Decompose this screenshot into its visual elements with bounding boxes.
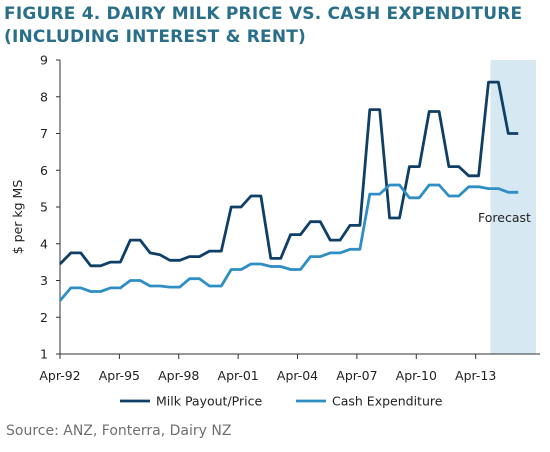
x-tick-label: Apr-10: [396, 368, 437, 383]
x-tick-label: Apr-95: [99, 368, 140, 383]
y-tick-label: 5: [40, 200, 48, 215]
y-tick-label: 2: [40, 310, 48, 325]
legend-item-cash-expenditure: Cash Expenditure: [332, 394, 443, 409]
y-tick-label: 4: [40, 236, 48, 251]
forecast-label: Forecast: [478, 210, 531, 225]
source-note: Source: ANZ, Fonterra, Dairy NZ: [6, 423, 232, 439]
x-tick-label: Apr-13: [455, 368, 496, 383]
y-axis-label: $ per kg MS: [10, 180, 25, 255]
y-tick-label: 1: [40, 347, 48, 362]
y-tick-label: 3: [40, 273, 48, 288]
y-tick-label: 8: [40, 89, 48, 104]
x-tick-label: Apr-98: [158, 368, 199, 383]
x-tick-label: Apr-07: [336, 368, 377, 383]
series-layer: [58, 80, 519, 302]
y-tick-label: 7: [40, 126, 48, 141]
x-tick-label: Apr-04: [277, 368, 318, 383]
series-line-milk-payout: [59, 80, 519, 268]
chart-title: FIGURE 4. DAIRY MILK PRICE VS. CASH EXPE…: [4, 4, 523, 47]
legend: Milk Payout/Price Cash Expenditure: [120, 394, 443, 409]
series-line-cash-expenditure: [58, 183, 519, 302]
y-tick-label: 9: [40, 53, 48, 68]
y-tick-label: 6: [40, 163, 48, 178]
chart-axes: 1 2 3 4 5 6 7 8 9 Apr-92 Apr-95 Apr-98 Apr-01 Apr-04 A…: [39, 53, 540, 383]
x-tick-label: Apr-01: [218, 368, 259, 383]
legend-item-milk-payout: Milk Payout/Price: [156, 394, 262, 409]
x-tick-label: Apr-92: [39, 368, 80, 383]
forecast-band: [490, 60, 537, 354]
